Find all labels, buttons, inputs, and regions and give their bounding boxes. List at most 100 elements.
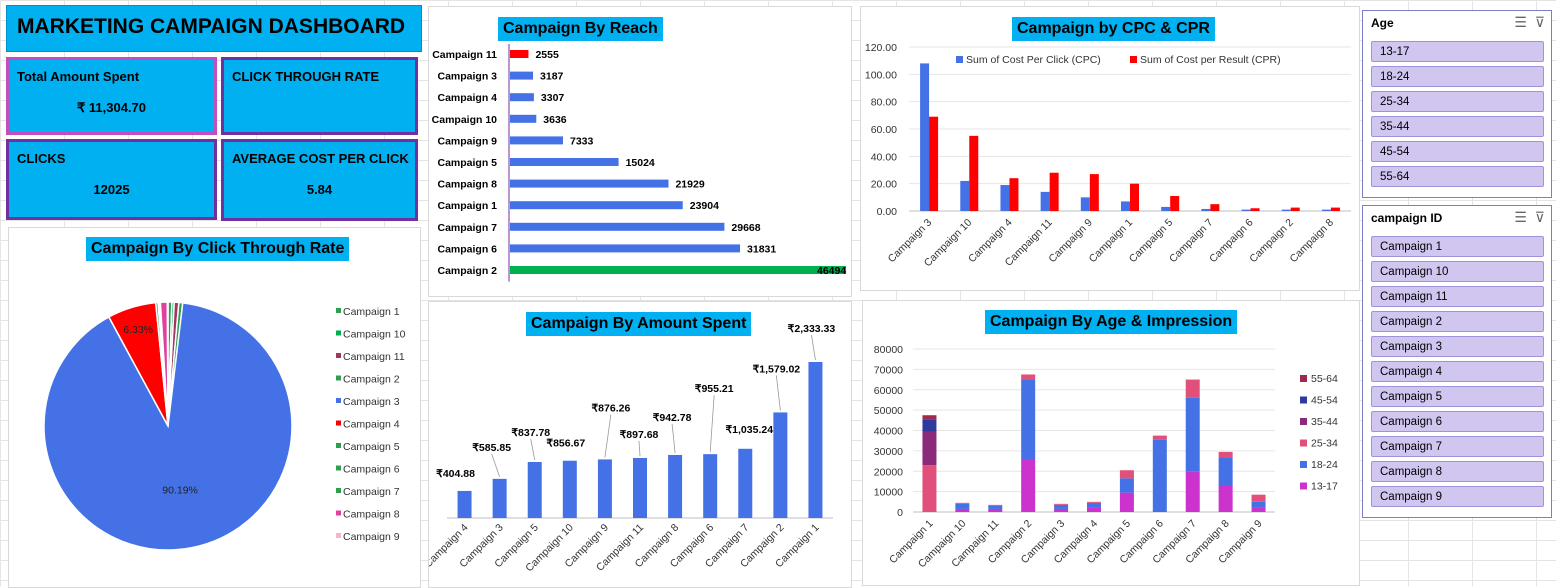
- age-slicer[interactable]: Age ☰ ⊽ 13-17 18-24 25-34 35-44 45-54 55-64: [1362, 10, 1552, 198]
- cpc-bar: [1290, 207, 1300, 211]
- reach-data-label: 3307: [541, 92, 565, 104]
- pie-legend-label: Campaign 5: [343, 441, 400, 453]
- reach-data-label: 2555: [535, 49, 559, 61]
- age-slicer-title: Age: [1371, 16, 1394, 30]
- age-bar-segment: [1087, 507, 1101, 512]
- campaign-slicer-title: campaign ID: [1371, 211, 1443, 225]
- clear-filter-icon[interactable]: ⊽: [1534, 14, 1545, 30]
- age-slicer-item[interactable]: 55-64: [1371, 166, 1544, 187]
- cpc-chart-panel[interactable]: Campaign by CPC & CPR 0.00 20.00 40.00 60.0…: [860, 6, 1360, 291]
- age-y-tick-label: 70000: [874, 364, 903, 376]
- amount-bar: [527, 461, 542, 518]
- pie-chart: 90.19% 6.33% Campaign 1 Campaign 10 Campaign…: [43, 301, 406, 551]
- age-slicer-item[interactable]: 45-54: [1371, 141, 1544, 162]
- pie-chart-title: Campaign By Click Through Rate: [86, 237, 350, 261]
- pie-chart-panel[interactable]: Campaign By Click Through Rate 90.19% 6.3…: [8, 227, 421, 588]
- campaign-slicer-item[interactable]: Campaign 1: [1371, 236, 1544, 257]
- campaign-slicer-item[interactable]: Campaign 8: [1371, 461, 1544, 482]
- pie-legend-swatch: [336, 375, 341, 381]
- kpi-ctr: CLICK THROUGH RATE: [221, 57, 418, 135]
- cpc-chart: 0.00 20.00 40.00 60.00 80.00 100.00 120.00 Camp…: [865, 42, 1351, 269]
- reach-data-label: 3636: [543, 114, 567, 126]
- reach-data-label: 29668: [731, 222, 760, 234]
- campaign-slicer-item[interactable]: Campaign 5: [1371, 386, 1544, 407]
- age-bar-segment: [1054, 508, 1069, 512]
- reach-category-label: Campaign 1: [437, 200, 497, 212]
- multi-select-icon[interactable]: ☰: [1514, 14, 1527, 30]
- age-legend-label: 35-44: [1311, 416, 1338, 428]
- age-bar-segment: [1087, 501, 1101, 503]
- age-bar-segment: [1054, 503, 1069, 505]
- reach-bar: [510, 93, 534, 102]
- reach-bar: [510, 114, 537, 123]
- amount-leader-line: [775, 375, 781, 411]
- campaign-slicer-item[interactable]: Campaign 4: [1371, 361, 1544, 382]
- multi-select-icon[interactable]: ☰: [1514, 209, 1527, 225]
- age-slicer-item[interactable]: 18-24: [1371, 66, 1544, 87]
- age-slicer-item[interactable]: 25-34: [1371, 91, 1544, 112]
- cpc-bar: [929, 116, 939, 211]
- campaign-slicer-item[interactable]: Campaign 2: [1371, 311, 1544, 332]
- amount-data-label: ₹955.21: [695, 383, 734, 395]
- amount-chart-panel[interactable]: Campaign By Amount Spent ₹404.88 Campaign…: [428, 301, 852, 588]
- pie-slice: [166, 301, 169, 427]
- campaign-slicer-item[interactable]: Campaign 11: [1371, 286, 1544, 307]
- amount-bar: [597, 459, 612, 518]
- age-bar-segment: [1119, 470, 1134, 479]
- age-bar-segment: [1218, 451, 1233, 459]
- campaign-slicer-item[interactable]: Campaign 10: [1371, 261, 1544, 282]
- amount-data-label: ₹2,333.33: [788, 323, 836, 335]
- age-bar-segment: [1251, 494, 1266, 502]
- age-legend-swatch: [1300, 461, 1307, 468]
- age-bar-segment: [955, 502, 970, 504]
- age-legend-swatch: [1300, 418, 1307, 425]
- reach-category-label: Campaign 10: [432, 114, 498, 126]
- age-bar-segment: [988, 508, 1003, 512]
- campaign-slicer[interactable]: campaign ID ☰ ⊽ Campaign 1 Campaign 10 Cam…: [1362, 205, 1552, 518]
- campaign-slicer-item[interactable]: Campaign 9: [1371, 486, 1544, 507]
- age-slicer-item[interactable]: 35-44: [1371, 116, 1544, 137]
- age-legend-label: 13-17: [1311, 481, 1338, 493]
- slicer-tools: ☰ ⊽: [1514, 209, 1545, 226]
- pie-legend-label: Campaign 1: [343, 306, 400, 318]
- campaign-slicer-item[interactable]: Campaign 7: [1371, 436, 1544, 457]
- age-chart-panel[interactable]: Campaign By Age & Impression 0 10000 20000…: [862, 300, 1360, 586]
- cpc-bar: [1250, 208, 1260, 211]
- reach-data-label: 3187: [540, 71, 564, 83]
- campaign-slicer-item[interactable]: Campaign 3: [1371, 336, 1544, 357]
- reach-chart-panel[interactable]: Campaign By Reach Campaign 11 2555 Campaig…: [428, 6, 852, 297]
- age-chart: 0 10000 20000 30000 40000 50000 60000 70000 8000…: [874, 344, 1338, 570]
- cpc-bar: [960, 180, 970, 211]
- pie-legend-label: Campaign 3: [343, 396, 400, 408]
- reach-bar: [510, 244, 741, 253]
- reach-bar: [510, 136, 563, 145]
- age-bar-segment: [1251, 507, 1266, 512]
- campaign-slicer-item[interactable]: Campaign 6: [1371, 411, 1544, 432]
- amount-bar: [562, 460, 577, 518]
- cpc-y-tick-label: 120.00: [865, 42, 897, 54]
- amount-bar: [808, 362, 823, 518]
- dashboard-title: MARKETING CAMPAIGN DASHBOARD: [6, 5, 422, 52]
- cpc-bar: [1080, 197, 1090, 211]
- age-legend-swatch: [1300, 396, 1307, 404]
- cpc-bar: [969, 135, 979, 211]
- pie-legend-swatch: [336, 510, 341, 516]
- cpc-legend-label: Sum of Cost Per Click (CPC): [966, 54, 1101, 66]
- amount-data-label: ₹1,579.02: [753, 363, 801, 375]
- amount-bar: [773, 412, 788, 518]
- cpc-y-tick-label: 0.00: [877, 206, 898, 218]
- age-slicer-item[interactable]: 13-17: [1371, 41, 1544, 62]
- amount-bar: [633, 457, 647, 518]
- cpc-y-tick-label: 100.00: [865, 69, 897, 81]
- reach-category-label: Campaign 3: [437, 71, 497, 83]
- age-legend-label: 45-54: [1311, 395, 1338, 407]
- age-legend-label: 25-34: [1311, 438, 1338, 450]
- clear-filter-icon[interactable]: ⊽: [1534, 209, 1545, 225]
- age-bar-segment: [1021, 459, 1036, 512]
- amount-leader-line: [638, 440, 641, 457]
- reach-chart-title: Campaign By Reach: [498, 17, 663, 41]
- reach-chart: Campaign 11 2555 Campaign 3 3187 Campaign 4 3…: [432, 44, 846, 282]
- reach-category-label: Campaign 5: [437, 157, 497, 169]
- cpc-bar: [1330, 207, 1340, 211]
- age-y-tick-label: 30000: [874, 446, 903, 458]
